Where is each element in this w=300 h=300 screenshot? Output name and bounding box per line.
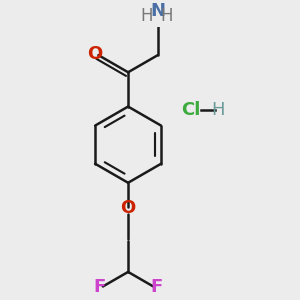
Text: O: O: [87, 45, 103, 63]
Text: N: N: [150, 2, 165, 20]
Text: F: F: [93, 278, 106, 296]
Text: H: H: [211, 101, 224, 119]
Text: F: F: [151, 278, 163, 296]
Text: O: O: [121, 199, 136, 217]
Text: Cl: Cl: [181, 101, 201, 119]
Text: H: H: [161, 7, 173, 25]
Text: H: H: [140, 7, 153, 25]
